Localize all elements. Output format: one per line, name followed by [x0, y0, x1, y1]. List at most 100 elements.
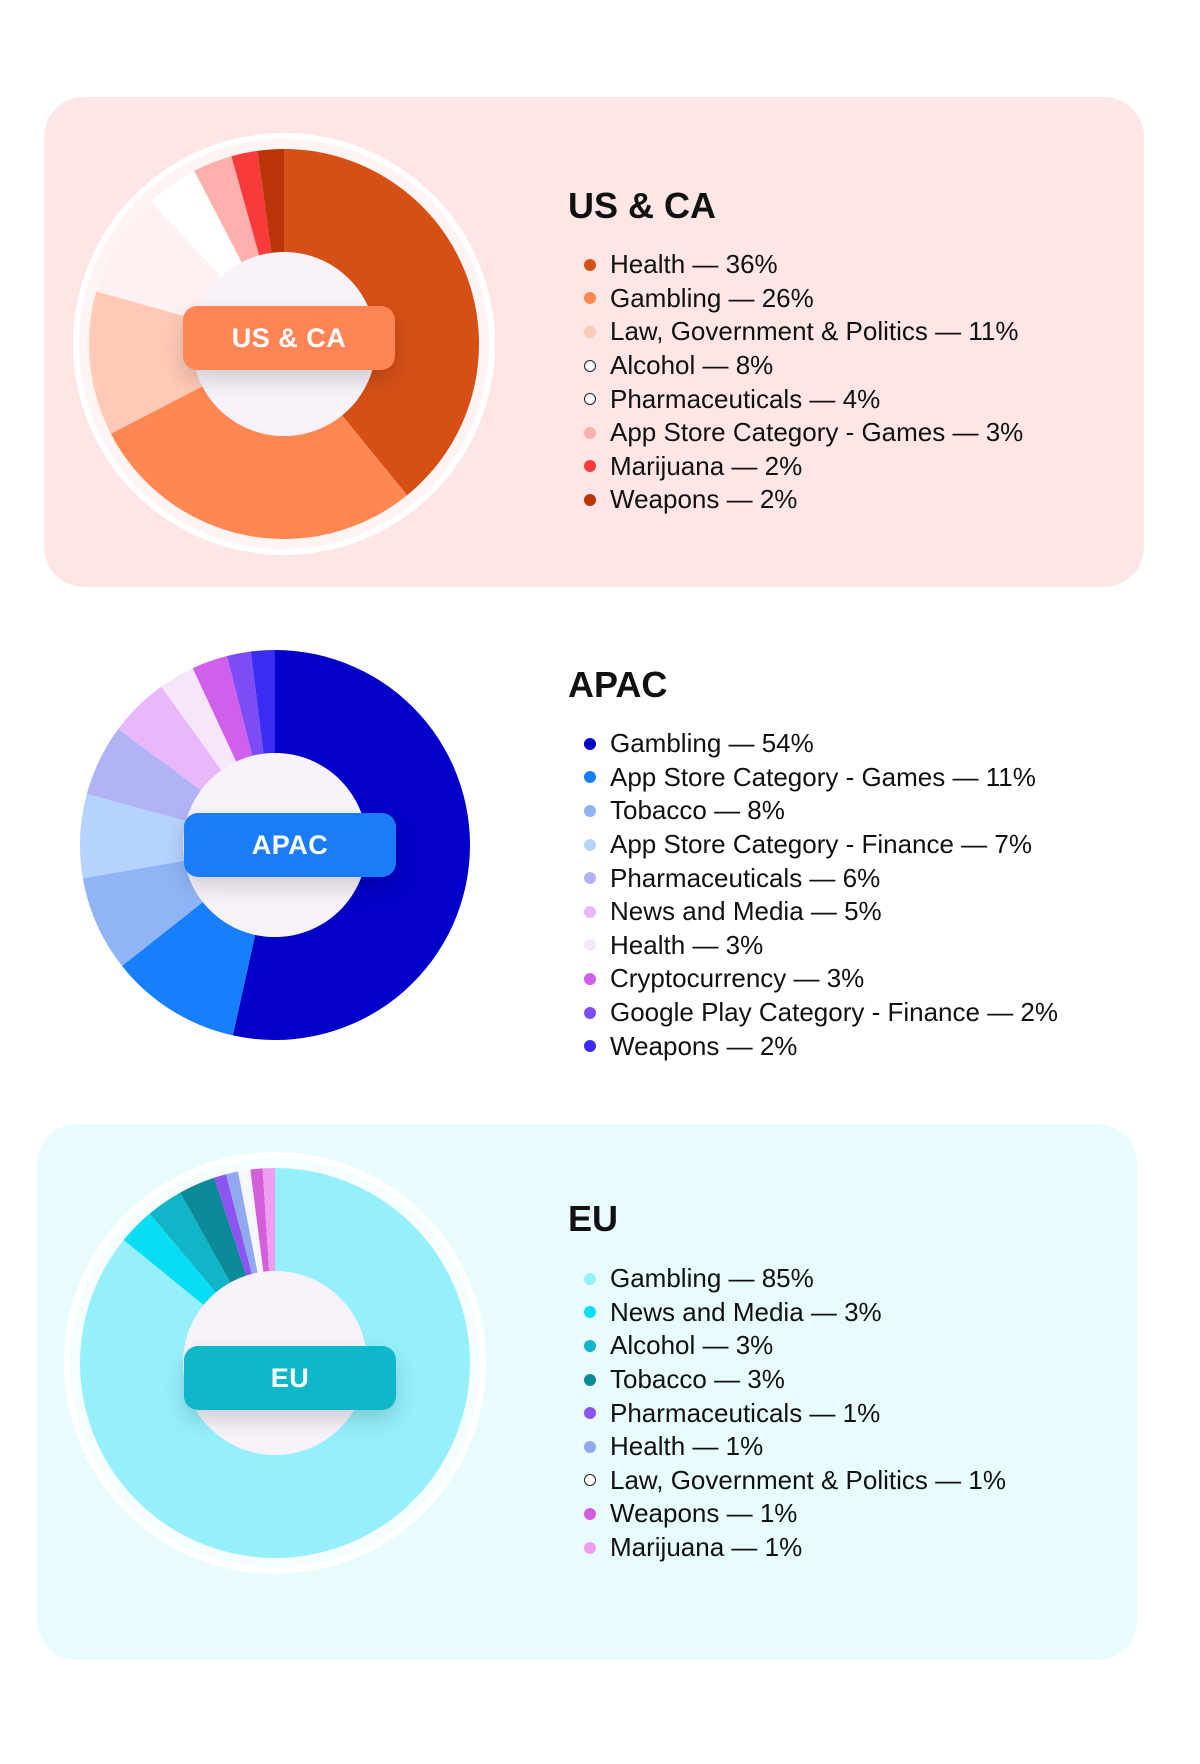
legend-label: Health — 1%	[610, 1431, 764, 1462]
legend-swatch-icon	[584, 1474, 596, 1487]
pie-slice-pharmaceuticals	[214, 1174, 252, 1276]
legend-label: App Store Category - Games — 11%	[610, 761, 1036, 792]
pie-slice-app-store-category-finance	[79, 794, 187, 879]
legend-item: Weapons — 2%	[580, 483, 1023, 517]
pie-slice-marijuana	[262, 1168, 275, 1272]
pie-slice-tobacco	[180, 1177, 247, 1283]
legend-swatch-icon	[584, 258, 596, 271]
legend-swatch-icon	[584, 1339, 596, 1352]
legend-item: Gambling — 26%	[580, 282, 1023, 316]
legend-swatch-icon	[584, 737, 596, 750]
pie-slice-law-government-politics	[238, 1169, 264, 1273]
legend-item: Pharmaceuticals — 6%	[580, 861, 1058, 895]
legend-item: App Store Category - Games — 11%	[580, 761, 1058, 795]
legend-swatch-icon	[584, 292, 596, 305]
legend-swatch-icon	[584, 1306, 596, 1319]
legend-swatch-icon	[584, 872, 596, 885]
legend-swatch-icon	[584, 1006, 596, 1019]
pie-slice-news-and-media	[118, 686, 222, 791]
legend-label: News and Media — 3%	[610, 1296, 882, 1327]
pie-slice-pharmaceuticals	[86, 728, 202, 821]
legend-item: Law, Government & Politics — 1%	[580, 1464, 1006, 1498]
center-badge-eu: EU	[184, 1346, 396, 1410]
legend-item: Gambling — 54%	[580, 727, 1058, 761]
legend-label: Tobacco — 3%	[610, 1364, 785, 1395]
pie-slice-health	[161, 668, 237, 771]
center-badge-us-ca: US & CA	[183, 306, 395, 370]
legend-swatch-icon	[584, 393, 596, 406]
legend-swatch-icon	[584, 1541, 596, 1554]
legend-swatch-icon	[584, 972, 596, 985]
legend-item: Weapons — 2%	[580, 1029, 1058, 1063]
region-panel-us-ca: US & CA US & CA Health — 36% Gambling — 2…	[44, 97, 1144, 587]
legend-item: Tobacco — 8%	[580, 794, 1058, 828]
legend-swatch-icon	[584, 1440, 596, 1453]
pie-slice-alcohol	[149, 1192, 231, 1293]
legend-label: News and Media — 5%	[610, 896, 882, 927]
legend-swatch-icon	[584, 838, 596, 851]
donut-chart-eu	[64, 1152, 486, 1574]
legend-item: Alcohol — 3%	[580, 1329, 1006, 1363]
legend-label: Tobacco — 8%	[610, 795, 785, 826]
legend-item: Weapons — 1%	[580, 1497, 1006, 1531]
legend-swatch-icon	[584, 1272, 596, 1285]
pie-slice-gambling	[110, 386, 408, 539]
legend-label: Law, Government & Politics — 11%	[610, 316, 1019, 347]
pie-slice-weapons	[257, 149, 284, 253]
legend-label: Health — 36%	[610, 249, 778, 280]
legend-label: Google Play Category - Finance — 2%	[610, 997, 1058, 1028]
pie-slice-health	[226, 1171, 258, 1274]
legend-item: Health — 3%	[580, 929, 1058, 963]
legend-swatch-icon	[584, 1040, 596, 1053]
legend-item: Gambling — 85%	[580, 1262, 1006, 1296]
pie-slice-app-store-category-games	[122, 902, 256, 1036]
pie-slice-google-play-category-finance	[226, 651, 264, 756]
legend-label: Pharmaceuticals — 4%	[610, 383, 881, 414]
legend-item: Tobacco — 3%	[580, 1363, 1006, 1397]
legend-swatch-icon	[584, 1407, 596, 1420]
legend-item: Pharmaceuticals — 1%	[580, 1396, 1006, 1430]
legend-label: App Store Category - Finance — 7%	[610, 829, 1032, 860]
legend-label: Weapons — 2%	[610, 1030, 798, 1061]
region-panel-eu: EU EU Gambling — 85% News and Media — 3% A…	[37, 1124, 1137, 1660]
legend-label: Health — 3%	[610, 929, 764, 960]
legend-item: News and Media — 3%	[580, 1296, 1006, 1330]
legend-item: Marijuana — 2%	[580, 450, 1023, 484]
pie-slice-gambling	[232, 650, 470, 1040]
legend-item: News and Media — 5%	[580, 895, 1058, 929]
legend-swatch-icon	[584, 426, 596, 439]
legend-list-eu: Gambling — 85% News and Media — 3% Alcohol…	[580, 1262, 1006, 1564]
pie-slice-marijuana	[231, 150, 272, 256]
legend-item: App Store Category - Finance — 7%	[580, 828, 1058, 862]
legend-label: Gambling — 85%	[610, 1263, 814, 1294]
legend-item: Pharmaceuticals — 4%	[580, 382, 1023, 416]
legend-list-us-ca: Health — 36% Gambling — 26% Law, Governmen…	[580, 248, 1023, 517]
legend-label: App Store Category - Games — 3%	[610, 417, 1024, 448]
legend-label: Cryptocurrency — 3%	[610, 963, 865, 994]
pie-slice-cryptocurrency	[192, 656, 253, 762]
legend-swatch-icon	[584, 1507, 596, 1520]
legend-title-us-ca: US & CA	[568, 185, 717, 226]
legend-item: Health — 36%	[580, 248, 1023, 282]
legend-title-eu: EU	[568, 1198, 619, 1239]
pie-slice-tobacco	[82, 860, 203, 966]
legend-label: Weapons — 2%	[610, 484, 798, 515]
legend-label: Weapons — 1%	[610, 1498, 798, 1529]
legend-label: Alcohol — 3%	[610, 1330, 774, 1361]
legend-label: Marijuana — 1%	[610, 1532, 803, 1563]
pie-slice-pharmaceuticals	[150, 170, 242, 277]
legend-item: Law, Government & Politics — 11%	[580, 315, 1023, 349]
legend-item: Alcohol — 8%	[580, 349, 1023, 383]
pie-slice-weapons	[250, 1168, 270, 1272]
pie-slice-gambling	[79, 1168, 470, 1558]
legend-label: Pharmaceuticals — 1%	[610, 1397, 881, 1428]
legend-swatch-icon	[584, 325, 596, 338]
legend-label: Gambling — 54%	[610, 728, 814, 759]
pie-slice-law-government-politics	[89, 291, 203, 434]
legend-swatch-icon	[584, 939, 596, 952]
legend-label: Marijuana — 2%	[610, 450, 803, 481]
legend-title-apac: APAC	[568, 664, 668, 705]
legend-list-apac: Gambling — 54% App Store Category - Games…	[580, 727, 1058, 1063]
legend-label: Alcohol — 8%	[610, 350, 774, 381]
pie-slice-alcohol	[96, 201, 222, 320]
